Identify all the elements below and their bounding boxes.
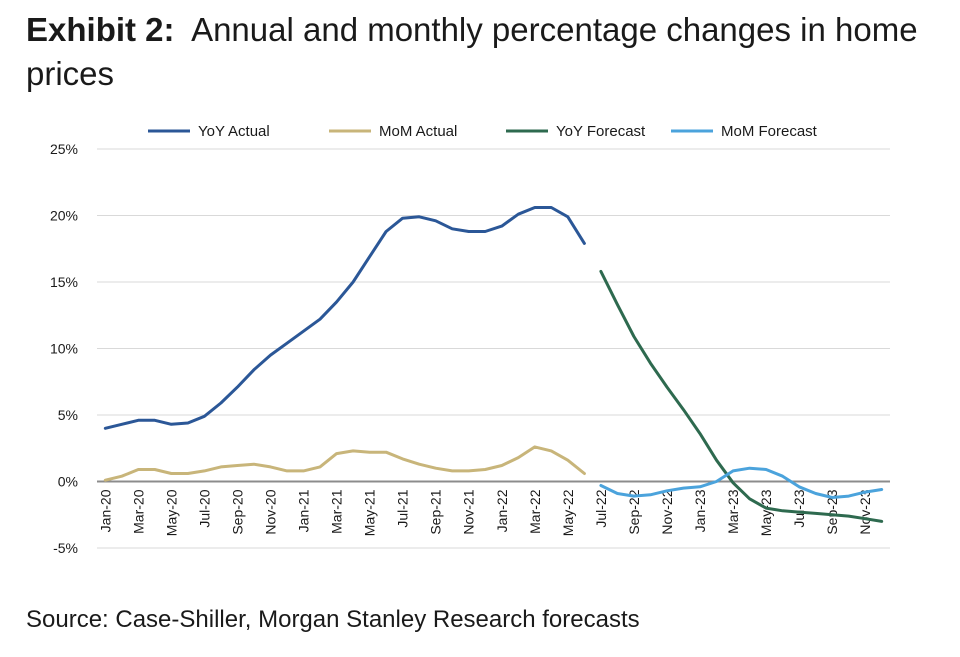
x-tick-label: Mar-20 (130, 489, 146, 534)
y-tick-label: 20% (50, 208, 78, 224)
x-tick-label: Jan-20 (97, 489, 113, 532)
exhibit-label: Exhibit 2: (26, 11, 175, 48)
y-tick-label: 0% (58, 474, 78, 490)
legend-label: YoY Actual (198, 123, 270, 140)
x-tick-label: May-22 (560, 489, 576, 536)
x-tick-label: Jan-21 (296, 489, 312, 532)
series-line-mom-actual (103, 445, 586, 482)
x-tick-label: Jul-20 (196, 489, 212, 527)
line-chart: YoY Actual MoM Actual YoY Forecast MoM Fore… (50, 123, 890, 556)
series-line-mom-forecast (599, 466, 884, 499)
x-tick-label: Sep-22 (626, 489, 642, 534)
legend-label: MoM Actual (379, 123, 457, 140)
x-tick-label: Jul-22 (593, 489, 609, 527)
x-tick-label: Mar-21 (329, 489, 345, 534)
series-line-yoy-forecast (599, 269, 884, 523)
x-tick-label: Jul-23 (791, 489, 807, 527)
x-tick-label: Nov-23 (857, 489, 873, 534)
y-tick-label: 25% (50, 141, 78, 157)
x-tick-label: May-20 (163, 489, 179, 536)
y-tick-label: 5% (58, 407, 78, 423)
series-lines (103, 206, 884, 523)
x-tick-label: Nov-20 (262, 489, 278, 534)
legend-label: MoM Forecast (721, 123, 818, 140)
x-tick-label: Nov-21 (461, 489, 477, 534)
x-tick-label: Mar-23 (725, 489, 741, 534)
x-tick-label: Sep-20 (229, 489, 245, 534)
x-tick-label: Mar-22 (527, 489, 543, 534)
x-tick-label: Jul-21 (395, 489, 411, 527)
gridlines (97, 148, 890, 549)
series-line-yoy-actual (103, 206, 586, 430)
title-text: Annual and monthly percentage changes in… (26, 11, 918, 92)
legend-label: YoY Forecast (556, 123, 646, 140)
x-axis-ticks: Jan-20 Mar-20 May-20 Jul-20 Sep-20 Nov-20 Jan-… (97, 489, 873, 536)
legend: YoY Actual MoM Actual YoY Forecast MoM Fore… (148, 123, 818, 140)
source-note: Source: Case-Shiller, Morgan Stanley Res… (26, 606, 640, 633)
x-tick-label: Sep-23 (824, 489, 840, 534)
x-tick-label: Jan-22 (494, 489, 510, 532)
y-tick-label: 15% (50, 274, 78, 290)
x-tick-label: Jan-23 (692, 489, 708, 532)
y-axis-ticks: 25% 20% 15% 10% 5% 0% -5% (50, 141, 78, 556)
x-tick-label: Nov-22 (659, 489, 675, 534)
y-tick-label: -5% (53, 540, 78, 556)
x-tick-label: May-23 (758, 489, 774, 536)
x-tick-label: Sep-21 (428, 489, 444, 534)
chart-title: Exhibit 2: Annual and monthly percentage… (26, 8, 936, 96)
x-tick-label: May-21 (362, 489, 378, 536)
y-tick-label: 10% (50, 341, 78, 357)
